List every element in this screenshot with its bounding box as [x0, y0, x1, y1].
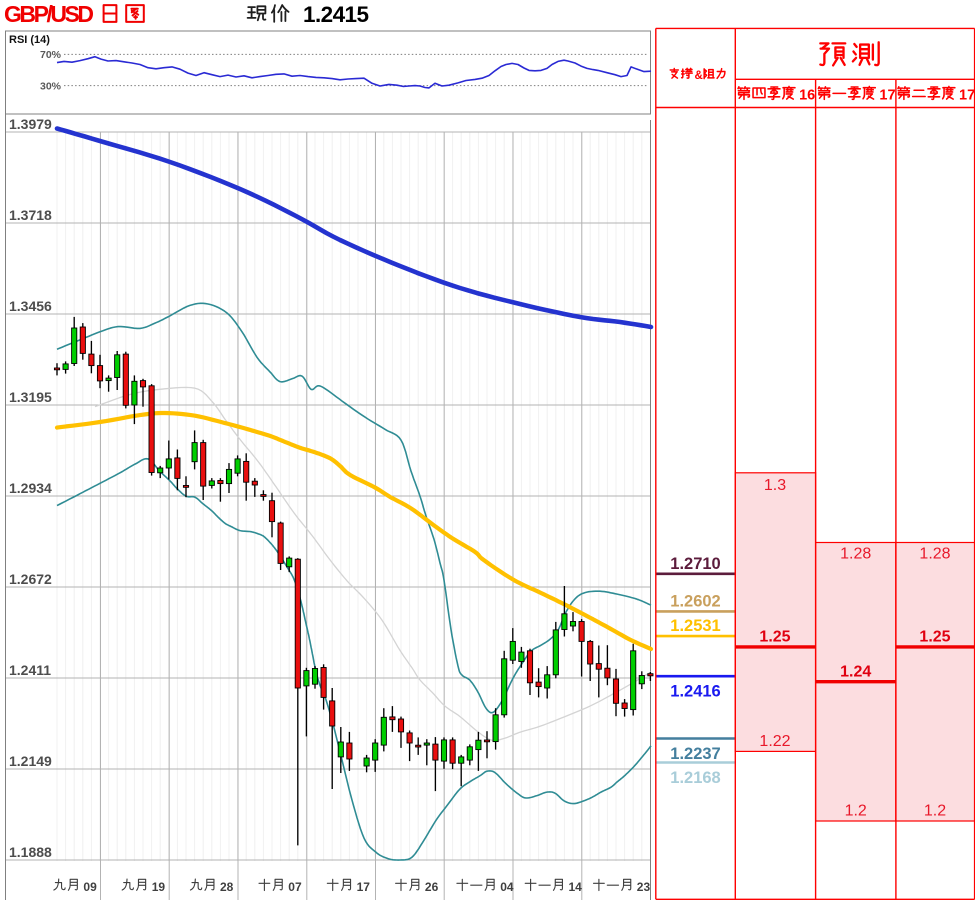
svg-text:1.3: 1.3 [764, 477, 786, 494]
svg-text:07: 07 [288, 880, 302, 894]
svg-text:1.2602: 1.2602 [670, 592, 720, 610]
svg-text:1.2672: 1.2672 [9, 571, 52, 587]
svg-text:1.3979: 1.3979 [9, 116, 52, 132]
svg-text:RSI (14): RSI (14) [9, 34, 50, 46]
svg-text:04: 04 [500, 880, 514, 894]
svg-text:1.1888: 1.1888 [9, 844, 52, 860]
svg-text:09: 09 [83, 880, 97, 894]
svg-text:1.2168: 1.2168 [670, 769, 720, 787]
svg-text:16: 16 [799, 88, 815, 104]
svg-text:1.24: 1.24 [840, 664, 871, 681]
svg-text:&: & [695, 70, 703, 82]
svg-text:1.22: 1.22 [759, 733, 790, 750]
svg-text:28: 28 [220, 880, 234, 894]
svg-text:GBP/USD: GBP/USD [4, 1, 94, 27]
svg-text:70%: 70% [40, 49, 62, 61]
svg-text:1.2: 1.2 [924, 803, 946, 820]
svg-text:1.25: 1.25 [759, 629, 790, 646]
svg-text:1.28: 1.28 [840, 546, 871, 563]
svg-text:17: 17 [879, 88, 895, 104]
svg-text:30%: 30% [40, 81, 62, 93]
svg-text:1.2415: 1.2415 [303, 2, 369, 27]
svg-text:1.3718: 1.3718 [9, 207, 52, 223]
svg-text:26: 26 [425, 880, 439, 894]
svg-text:1.2710: 1.2710 [670, 555, 720, 573]
svg-text:1.2416: 1.2416 [670, 683, 720, 701]
svg-text:23: 23 [637, 880, 651, 894]
svg-text:1.25: 1.25 [919, 629, 950, 646]
svg-text:17: 17 [357, 880, 371, 894]
svg-text:1.3195: 1.3195 [9, 389, 52, 405]
svg-text:17: 17 [959, 88, 975, 104]
svg-text:1.2149: 1.2149 [9, 753, 52, 769]
svg-text:1.2531: 1.2531 [670, 617, 720, 635]
svg-text:19: 19 [152, 880, 166, 894]
svg-text:1.2: 1.2 [845, 803, 867, 820]
svg-text:1.3456: 1.3456 [9, 298, 52, 314]
svg-text:1.2934: 1.2934 [9, 480, 52, 496]
svg-text:1.2237: 1.2237 [670, 745, 720, 763]
svg-text:1.28: 1.28 [919, 546, 950, 563]
svg-text:14: 14 [569, 880, 583, 894]
svg-text:1.2411: 1.2411 [9, 662, 51, 678]
